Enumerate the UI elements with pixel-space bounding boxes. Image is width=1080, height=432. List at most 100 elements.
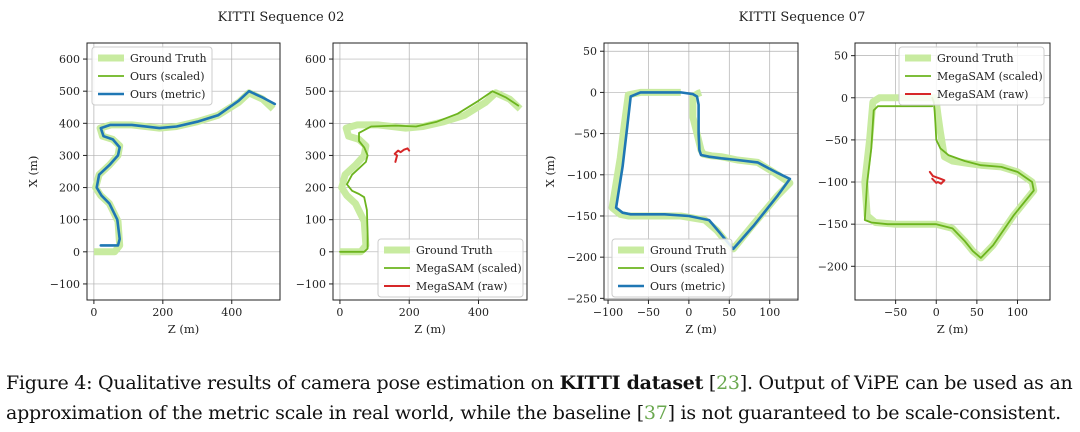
- caption-text: ]. Output of ViPE can be used as an: [739, 372, 1073, 394]
- plot-frame: [854, 42, 1051, 301]
- panel-seq02-ours: 0 200 400 −100 0 100 200 300 400 500 600 Z (m) X (m)…: [26, 42, 281, 336]
- title-seq07: KITTI Sequence 07: [739, 10, 866, 25]
- panel-seq07-ours: −100 −50 0 50 100 −250 −200 −150 −100 −50 0 50 Z (m)…: [543, 42, 799, 336]
- legend-entry: MegaSAM (scaled): [937, 70, 1043, 83]
- legend-entry: Ours (scaled): [650, 262, 725, 275]
- figure-caption: Figure 4: Qualitative results of camera …: [6, 368, 1078, 428]
- y-tick-label: 100: [305, 214, 326, 227]
- legend: Ground Truth Ours (scaled) Ours (metric): [91, 46, 213, 106]
- legend-entry: MegaSAM (scaled): [416, 262, 522, 275]
- legend-entry: Ground Truth: [416, 244, 493, 257]
- y-tick-label: 500: [305, 85, 326, 98]
- plot-frame: [603, 42, 799, 301]
- caption-line-2: approximation of the metric scale in rea…: [6, 398, 1078, 428]
- x-axis-label: Z (m): [414, 322, 446, 336]
- legend: Ground Truth Ours (scaled) Ours (metric): [611, 238, 733, 298]
- x-axis-label: Z (m): [685, 322, 717, 336]
- legend-box: [377, 238, 524, 298]
- legend: Ground Truth MegaSAM (scaled) MegaSAM (raw…: [898, 46, 1045, 106]
- series-line-megasam_raw: [928, 170, 946, 185]
- y-tick-label: 0: [73, 246, 80, 259]
- y-tick-label: 50: [834, 50, 848, 63]
- series-group: [608, 88, 794, 253]
- y-tick-label: 100: [59, 214, 80, 227]
- y-tick-label: −100: [567, 169, 597, 182]
- x-tick-label: 100: [759, 306, 780, 319]
- series-line-gt: [92, 89, 276, 256]
- x-tick-label: 0: [685, 306, 692, 319]
- x-tick-label: 400: [221, 306, 242, 319]
- x-tick-label: 200: [399, 306, 420, 319]
- x-axis-label: Z (m): [937, 322, 969, 336]
- series-line-gt: [861, 94, 1038, 262]
- legend-entry: MegaSAM (raw): [937, 88, 1028, 101]
- x-tick-label: 50: [970, 306, 984, 319]
- y-tick-label: 300: [59, 149, 80, 162]
- legend: Ground Truth MegaSAM (scaled) MegaSAM (raw…: [377, 238, 524, 298]
- legend-entry: Ground Truth: [937, 52, 1014, 65]
- y-tick-label: 300: [305, 149, 326, 162]
- y-tick-label: 0: [841, 92, 848, 105]
- y-tick-label: 600: [59, 53, 80, 66]
- y-tick-label: −150: [818, 218, 848, 231]
- y-tick-label: 400: [59, 117, 80, 130]
- legend-entry: Ours (metric): [130, 88, 205, 101]
- series-line-ours_scaled: [95, 90, 276, 247]
- y-axis-label: X (m): [543, 156, 557, 188]
- y-tick-label: 0: [319, 246, 326, 259]
- y-tick-label: 400: [305, 117, 326, 130]
- caption-text: ] is not guaranteed to be scale-consiste…: [667, 402, 1062, 424]
- x-tick-label: −100: [593, 306, 623, 319]
- series-group: [92, 89, 277, 256]
- legend-entry: Ours (scaled): [130, 70, 205, 83]
- legend-entry: Ours (metric): [650, 280, 725, 293]
- caption-text: Figure 4: Qualitative results of camera …: [6, 372, 560, 394]
- y-tick-label: 600: [305, 53, 326, 66]
- y-tick-label: −50: [825, 134, 848, 147]
- x-tick-label: −50: [637, 306, 660, 319]
- caption-text: approximation of the metric scale in rea…: [6, 402, 644, 424]
- y-tick-label: −250: [567, 292, 597, 305]
- series-line-gt: [608, 88, 794, 253]
- title-seq02: KITTI Sequence 02: [218, 10, 345, 25]
- caption-line-1: Figure 4: Qualitative results of camera …: [6, 368, 1078, 398]
- y-tick-label: −100: [296, 278, 326, 291]
- series-line-ours_metric: [614, 91, 792, 251]
- y-tick-label: −150: [567, 210, 597, 223]
- legend-entry: Ground Truth: [650, 244, 727, 257]
- x-tick-label: 0: [933, 306, 940, 319]
- series-line-ours_scaled: [615, 91, 791, 250]
- y-tick-label: 200: [59, 182, 80, 195]
- y-tick-label: −100: [818, 176, 848, 189]
- x-tick-label: 400: [468, 306, 489, 319]
- y-tick-label: 50: [583, 45, 597, 58]
- y-tick-label: −200: [567, 251, 597, 264]
- series-group: [338, 89, 523, 256]
- figure: KITTI Sequence 02 KITTI Sequence 07 0 200…: [26, 10, 1051, 336]
- y-tick-label: −50: [574, 128, 597, 141]
- x-axis-label: Z (m): [168, 322, 200, 336]
- series-group: [861, 94, 1038, 262]
- series-line-gt: [338, 89, 523, 256]
- caption-bold: KITTI dataset: [559, 372, 704, 394]
- plot-frame: [332, 42, 528, 301]
- x-tick-label: 50: [722, 306, 736, 319]
- y-tick-label: −100: [50, 278, 80, 291]
- series-line-ours_scaled: [863, 96, 1035, 259]
- y-axis-label: X (m): [26, 156, 40, 188]
- y-tick-label: −200: [818, 260, 848, 273]
- series-line-ours_scaled: [338, 90, 520, 253]
- legend-box: [898, 46, 1045, 106]
- x-tick-label: −50: [884, 306, 907, 319]
- citation-link[interactable]: 23: [716, 372, 740, 394]
- citation-link[interactable]: 37: [643, 402, 668, 424]
- y-tick-label: 0: [590, 86, 597, 99]
- x-tick-label: 0: [336, 306, 343, 319]
- panel-seq02-megasam: 0 200 400 −100 0 100 200 300 400 500 600 Z (m) Groun…: [296, 42, 528, 336]
- plot-frame: [86, 42, 281, 301]
- caption-text: [: [703, 372, 717, 394]
- legend-entry: Ground Truth: [130, 52, 207, 65]
- x-tick-label: 100: [1007, 306, 1028, 319]
- y-tick-label: 200: [305, 182, 326, 195]
